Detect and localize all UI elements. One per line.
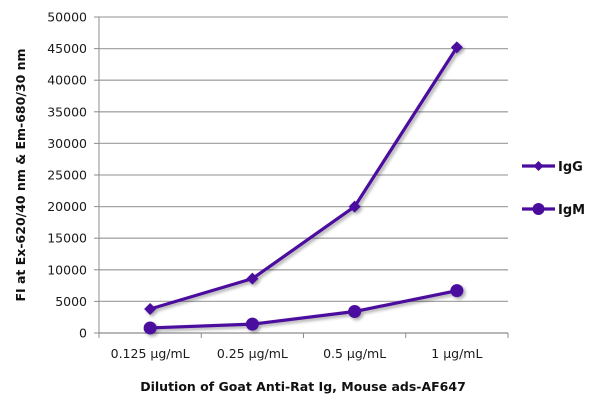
- y-tick-label: 0: [79, 326, 87, 341]
- y-tick-label: 30000: [47, 136, 87, 151]
- y-axis-title: FI at Ex-620/40 nm & Em-680/30 nm: [13, 48, 28, 301]
- x-axis-title: Dilution of Goat Anti-Rat Ig, Mouse ads-…: [140, 379, 466, 394]
- data-series: [143, 41, 464, 335]
- series-line: [150, 289, 458, 330]
- x-tick-label: 1 µg/mL: [431, 346, 482, 361]
- circle-marker-icon: [143, 321, 157, 335]
- y-axis: 0 5000 10000 15000 20000 25000 30000 35000 40000…: [47, 10, 100, 341]
- y-tick-label: 45000: [47, 41, 87, 56]
- legend-label: IgM: [558, 203, 585, 218]
- x-axis: 0.125 µg/mL 0.25 µg/mL 0.5 µg/mL 1 µg/mL: [98, 332, 509, 361]
- x-tick-label: 0.5 µg/mL: [323, 346, 386, 361]
- legend-item-igg: IgG: [522, 160, 583, 175]
- circle-marker-icon: [245, 317, 259, 331]
- legend-label: IgG: [558, 160, 583, 175]
- y-tick-label: 5000: [55, 294, 87, 309]
- diamond-marker-icon: [246, 272, 259, 285]
- series-line: [149, 46, 459, 311]
- y-tick-label: 25000: [47, 168, 87, 183]
- y-tick-label: 50000: [47, 10, 87, 25]
- y-tick-label: 40000: [47, 73, 87, 88]
- y-tick-label: 10000: [47, 262, 87, 277]
- y-tick-label: 20000: [47, 199, 87, 214]
- diamond-marker-icon: [144, 302, 157, 315]
- y-tick-label: 15000: [47, 231, 87, 246]
- series-igm: [143, 284, 464, 335]
- gridlines: [99, 16, 508, 303]
- diamond-marker-icon: [533, 161, 544, 171]
- x-tick-label: 0.25 µg/mL: [217, 346, 288, 361]
- diamond-marker-icon: [450, 41, 463, 54]
- series-igg: [144, 41, 463, 315]
- circle-marker-icon: [348, 305, 362, 319]
- y-tick-label: 35000: [47, 104, 87, 119]
- diamond-marker-icon: [348, 200, 361, 213]
- legend-item-igm: IgM: [522, 203, 585, 218]
- legend: IgG IgM: [522, 160, 585, 218]
- circle-marker-icon: [532, 203, 545, 215]
- x-tick-label: 0.125 µg/mL: [111, 346, 190, 361]
- circle-marker-icon: [450, 284, 464, 298]
